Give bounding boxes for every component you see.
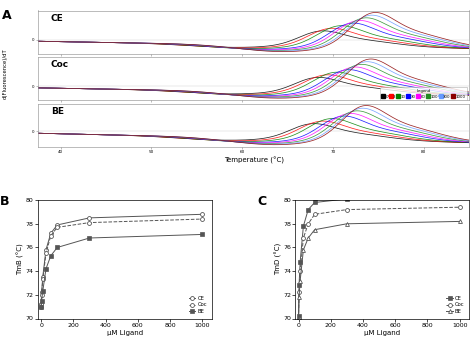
CE (55, 223, 60, 227)
BE (39, 299, 45, 303)
BE (312, 228, 318, 232)
BE (87, 236, 92, 240)
Text: BE: BE (51, 107, 64, 116)
BE (55, 245, 60, 250)
BE (305, 236, 311, 240)
BE (40, 289, 46, 293)
Coc (200, 217, 205, 221)
CE (40, 275, 46, 279)
CE (39, 290, 45, 295)
CE (312, 200, 318, 204)
BE (48, 254, 54, 258)
Coc (55, 225, 60, 230)
X-axis label: μM Ligand: μM Ligand (364, 330, 401, 336)
BE (301, 248, 306, 252)
CE (457, 195, 463, 199)
BE (296, 295, 302, 299)
Coc (48, 233, 54, 238)
BE (457, 219, 463, 224)
Line: CE: CE (297, 195, 462, 318)
X-axis label: μM Ligand: μM Ligand (107, 330, 143, 336)
Coc (305, 222, 311, 226)
Coc (312, 212, 318, 216)
CE (305, 208, 311, 212)
Legend: CE, Coc, BE: CE, Coc, BE (444, 294, 466, 316)
Coc (301, 236, 306, 240)
Text: A: A (2, 9, 12, 22)
BE (200, 232, 205, 237)
CE (344, 197, 350, 201)
CE (87, 216, 92, 220)
Text: CE: CE (51, 14, 64, 22)
Coc (40, 277, 46, 281)
Text: μM cocaine: μM cocaine (286, 107, 308, 111)
CE (43, 248, 49, 252)
CE (301, 224, 306, 228)
X-axis label: Temperature (°C): Temperature (°C) (224, 156, 283, 164)
BE (297, 279, 303, 283)
Line: BE: BE (297, 219, 462, 321)
Coc (296, 290, 302, 295)
Coc (457, 205, 463, 209)
Line: Coc: Coc (297, 205, 462, 321)
Line: CE: CE (39, 212, 204, 306)
Coc (87, 220, 92, 225)
Legend: 0, 3, 10, 30, 60, 100, 300, 1000: 0, 3, 10, 30, 60, 100, 300, 1000 (380, 87, 467, 100)
Text: Coc: Coc (51, 60, 69, 69)
Coc (39, 293, 45, 297)
CE (38, 302, 44, 306)
Line: BE: BE (39, 232, 204, 309)
Coc (43, 251, 49, 256)
CE (200, 212, 205, 216)
Coc (344, 208, 350, 212)
Coc (296, 316, 301, 321)
BE (296, 316, 301, 321)
BE (38, 304, 44, 309)
Text: C: C (257, 195, 266, 208)
BE (344, 222, 350, 226)
Text: B: B (0, 195, 9, 208)
Legend: CE, Coc, BE: CE, Coc, BE (187, 294, 209, 316)
CE (297, 260, 303, 264)
CE (48, 231, 54, 235)
BE (43, 267, 49, 271)
CE (296, 283, 302, 287)
Coc (297, 269, 303, 273)
CE (296, 314, 301, 318)
Y-axis label: TmD (°C): TmD (°C) (274, 243, 282, 275)
Coc (38, 304, 44, 309)
Text: d(Fluorescence)/dT: d(Fluorescence)/dT (2, 48, 8, 99)
Y-axis label: TmB (°C): TmB (°C) (17, 244, 24, 275)
Line: Coc: Coc (39, 217, 204, 309)
